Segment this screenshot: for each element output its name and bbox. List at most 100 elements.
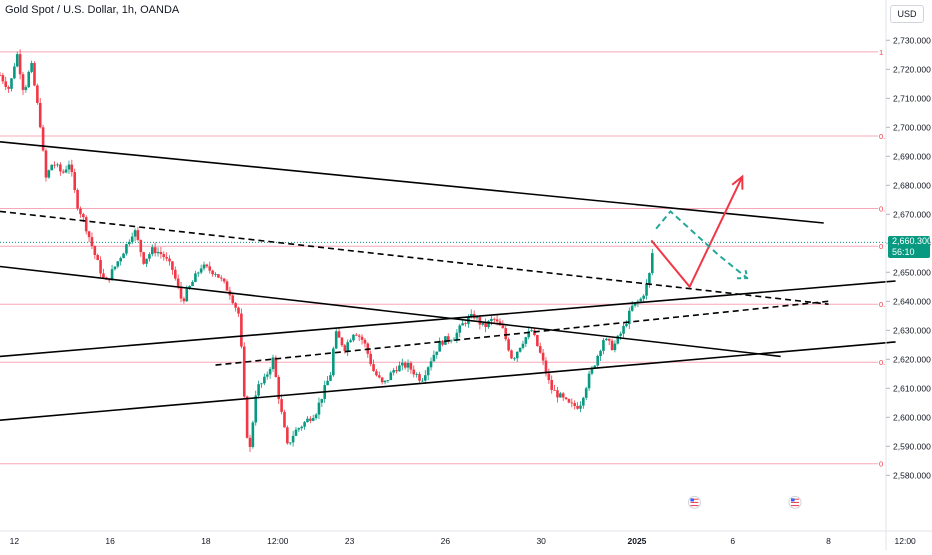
candle-body	[645, 283, 648, 296]
trendline	[0, 141, 824, 224]
currency-button[interactable]: USD	[890, 5, 924, 23]
candle-body	[510, 350, 513, 359]
candle-body	[185, 288, 189, 302]
event-flag-icon[interactable]	[788, 495, 802, 509]
candle-body	[50, 164, 54, 171]
candle-body	[99, 260, 102, 274]
candle-body	[283, 411, 286, 428]
y-tick-label: 2,650.000	[893, 267, 931, 277]
candle-body	[142, 252, 145, 264]
candle-body	[329, 375, 332, 381]
candle-body	[524, 337, 528, 344]
candle-body	[205, 264, 209, 267]
dashed-trendline	[215, 300, 829, 366]
event-markers[interactable]	[687, 495, 802, 509]
candle-body	[363, 339, 367, 344]
x-tick-label: 16	[105, 536, 115, 546]
candle-body	[271, 357, 275, 370]
candle-body	[487, 321, 490, 328]
candle-body	[326, 380, 329, 386]
fib-level-label: 0.	[879, 205, 885, 214]
candle-body	[231, 295, 235, 304]
x-tick-label: 23	[345, 536, 355, 546]
candle-body	[286, 427, 289, 444]
candle-body	[544, 360, 548, 374]
last-price-badge: 2,660.300 56:10	[888, 236, 932, 259]
candle-body	[7, 86, 10, 89]
candle-body	[490, 318, 493, 322]
fib-level-label: 0	[879, 242, 883, 251]
candle-body	[10, 78, 13, 89]
candle-body	[492, 318, 496, 320]
candle-body	[593, 365, 597, 368]
candle-body	[245, 396, 249, 438]
candle-body	[145, 258, 148, 264]
candle-body	[38, 102, 42, 128]
candle-body	[90, 237, 94, 247]
candle-body	[274, 357, 278, 378]
fib-level-label: 0	[879, 460, 883, 469]
candle-body	[415, 374, 418, 375]
candle-body	[82, 214, 85, 218]
candle-body	[599, 350, 602, 357]
candle-body	[67, 164, 71, 170]
candle-body	[332, 348, 335, 376]
fib-retracement[interactable]: 1 0. 0. 0 0. 0. 0	[0, 48, 886, 469]
candle-body	[33, 63, 36, 86]
candle-body	[432, 354, 436, 362]
x-tick-label: 8	[826, 536, 831, 546]
candle-body	[182, 298, 186, 302]
candle-body	[24, 87, 28, 90]
candle-body	[383, 380, 387, 383]
trendlines[interactable]	[0, 141, 896, 421]
candle-body	[59, 164, 62, 172]
candle-body	[202, 264, 206, 269]
candle-body	[564, 397, 568, 400]
candle-body	[561, 393, 565, 398]
candle-body	[53, 164, 56, 166]
candle-body	[648, 273, 651, 284]
candle-body	[317, 402, 321, 415]
candle-body	[481, 322, 485, 325]
candle-body	[429, 361, 433, 368]
candle-body	[357, 335, 361, 337]
candle-body	[378, 375, 381, 378]
candle-body	[130, 236, 134, 242]
candle-body	[303, 422, 306, 427]
candle-body	[400, 362, 404, 366]
x-tick-label: 2025	[628, 536, 647, 546]
candle-body	[469, 314, 473, 318]
y-tick-label: 2,670.000	[893, 209, 931, 219]
candle-body	[21, 74, 25, 90]
candle-body	[386, 380, 390, 381]
candle-body	[240, 313, 243, 347]
trendline	[0, 341, 896, 421]
candle-body	[547, 373, 551, 381]
event-flag-icon[interactable]	[687, 495, 701, 509]
candle-body	[76, 190, 79, 209]
candle-body	[113, 266, 117, 270]
candle-body	[633, 302, 637, 306]
candle-body	[449, 340, 453, 342]
candle-body	[300, 426, 304, 429]
candle-body	[311, 418, 315, 421]
candle-body	[464, 323, 467, 325]
candle-body	[337, 331, 341, 338]
candle-body	[360, 336, 364, 340]
candle-body	[458, 325, 462, 333]
x-tick-label: 26	[441, 536, 451, 546]
fib-level-label: 0.	[879, 132, 885, 141]
projection-arrows[interactable]	[650, 174, 749, 289]
candle-body	[153, 247, 157, 254]
candle-body	[107, 279, 111, 281]
candle-body	[426, 367, 430, 376]
red-arrow-head	[731, 174, 744, 190]
y-tick-label: 2,710.000	[893, 93, 931, 103]
x-tick-label: 18	[201, 536, 211, 546]
candle-body	[139, 239, 143, 253]
candle-body	[1, 75, 5, 82]
candle-body	[389, 372, 393, 381]
